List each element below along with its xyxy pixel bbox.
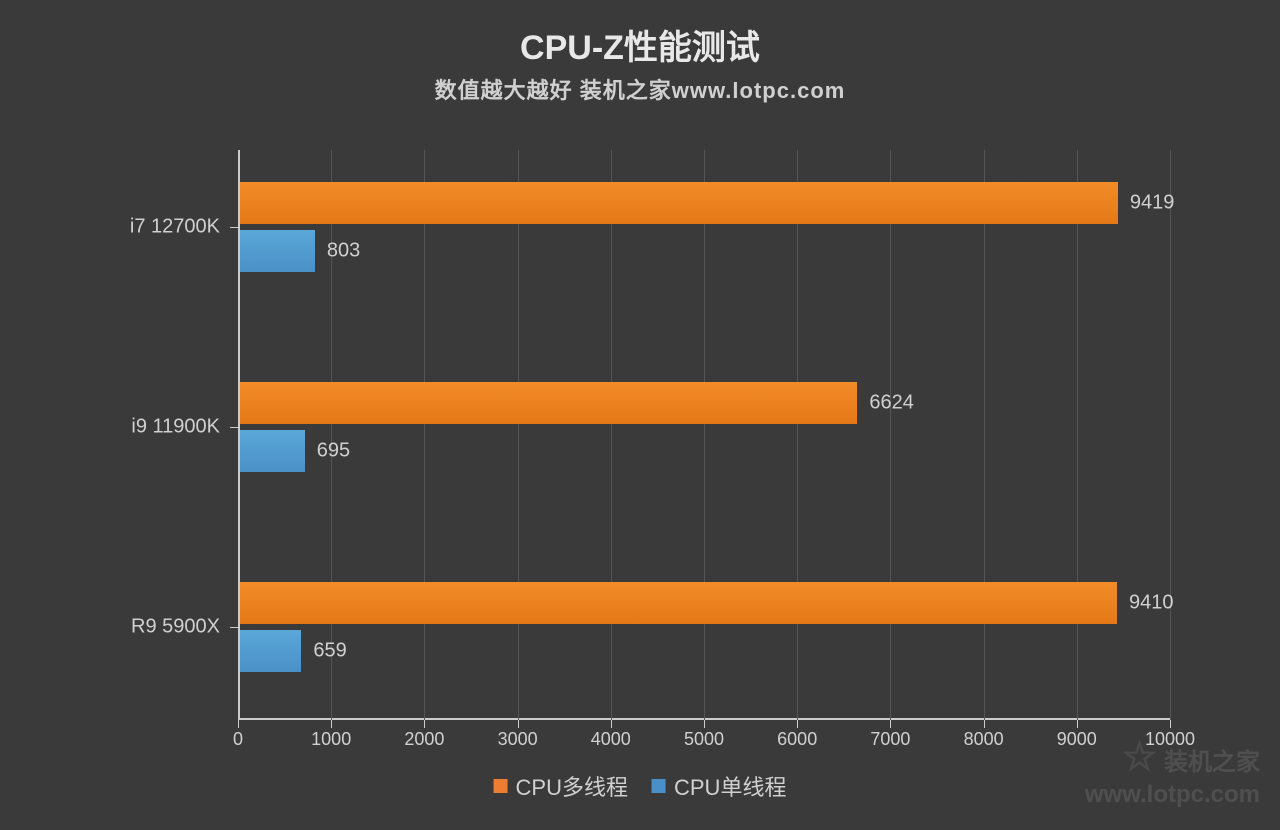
x-tick-label: 0: [233, 729, 243, 750]
x-tick: [611, 720, 612, 728]
x-tick-label: 1000: [311, 729, 351, 750]
bar-multi: 6624: [240, 382, 857, 424]
bar-single: 803: [240, 230, 315, 272]
watermark: ☆ 装机之家 www.lotpc.com: [1085, 733, 1260, 810]
x-tick: [890, 720, 891, 728]
bar-multi: 9410: [240, 582, 1117, 624]
gridline: [331, 150, 332, 720]
bar-value-label: 659: [313, 640, 346, 663]
legend-swatch-multi: [494, 779, 508, 793]
x-tick: [238, 720, 239, 728]
x-tick-label: 8000: [964, 729, 1004, 750]
legend-swatch-single: [652, 779, 666, 793]
legend: CPU多线程 CPU单线程: [494, 770, 787, 802]
gridline: [611, 150, 612, 720]
chart-subtitle: 数值越大越好 装机之家www.lotpc.com: [0, 73, 1280, 105]
x-tick: [984, 720, 985, 728]
x-tick-label: 6000: [777, 729, 817, 750]
category-label: i7 12700K: [130, 216, 220, 239]
x-tick-label: 7000: [870, 729, 910, 750]
watermark-line2: www.lotpc.com: [1085, 781, 1260, 808]
gridline: [797, 150, 798, 720]
legend-item-single: CPU单线程: [652, 770, 786, 802]
bar-multi: 9419: [240, 182, 1118, 224]
x-tick: [1170, 720, 1171, 728]
bar-value-label: 803: [327, 240, 360, 263]
y-tick: [230, 227, 238, 228]
watermark-line1: 装机之家: [1164, 749, 1260, 776]
bar-single: 659: [240, 630, 301, 672]
x-tick-label: 2000: [404, 729, 444, 750]
x-tick: [331, 720, 332, 728]
x-tick-label: 4000: [591, 729, 631, 750]
x-tick: [797, 720, 798, 728]
x-tick: [1077, 720, 1078, 728]
star-icon: ☆: [1121, 735, 1157, 779]
y-tick: [230, 627, 238, 628]
gridline: [424, 150, 425, 720]
category-label: i9 11900K: [131, 416, 220, 439]
bar-value-label: 9410: [1129, 592, 1174, 615]
legend-item-multi: CPU多线程: [494, 770, 628, 802]
chart-title: CPU-Z性能测试: [0, 20, 1280, 69]
gridline: [1170, 150, 1171, 720]
gridline: [890, 150, 891, 720]
x-tick: [424, 720, 425, 728]
bar-value-label: 695: [317, 440, 350, 463]
legend-label-single: CPU单线程: [674, 770, 786, 802]
gridline: [704, 150, 705, 720]
bar-value-label: 6624: [869, 392, 914, 415]
legend-label-multi: CPU多线程: [516, 770, 628, 802]
gridline: [518, 150, 519, 720]
y-tick: [230, 427, 238, 428]
bar-single: 695: [240, 430, 305, 472]
x-tick-label: 5000: [684, 729, 724, 750]
chart-container: CPU-Z性能测试 数值越大越好 装机之家www.lotpc.com 01000…: [0, 20, 1280, 830]
gridline: [1077, 150, 1078, 720]
x-tick: [518, 720, 519, 728]
bar-value-label: 9419: [1130, 192, 1175, 215]
plot-area: 0100020003000400050006000700080009000100…: [238, 150, 1170, 720]
category-label: R9 5900X: [131, 616, 220, 639]
x-tick: [704, 720, 705, 728]
gridline: [984, 150, 985, 720]
x-tick-label: 3000: [498, 729, 538, 750]
